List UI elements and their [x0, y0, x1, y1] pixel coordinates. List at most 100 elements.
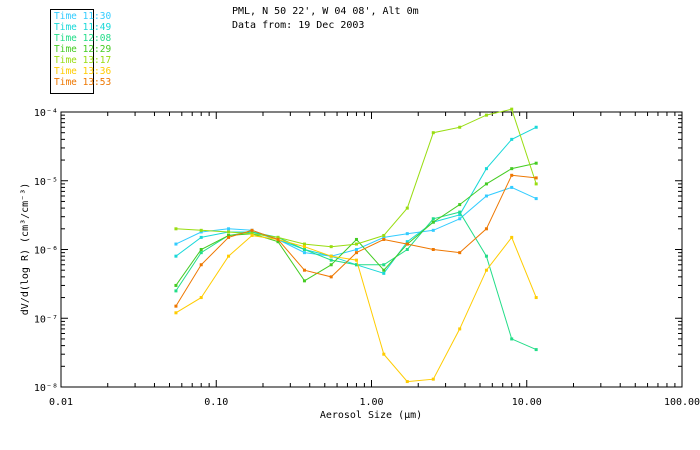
legend-item: Time 12:08 — [54, 33, 112, 44]
data-point — [484, 113, 488, 117]
data-point — [354, 242, 358, 246]
data-point — [302, 268, 306, 272]
data-point — [382, 237, 386, 241]
data-point — [510, 337, 514, 341]
data-point — [199, 228, 203, 232]
data-point — [199, 248, 203, 251]
legend-item: Time 13:17 — [54, 55, 112, 66]
data-point — [510, 173, 514, 177]
data-point — [382, 233, 386, 237]
data-point — [250, 232, 254, 236]
data-point — [174, 242, 178, 246]
data-point — [534, 176, 538, 180]
legend-item: Time 12:29 — [54, 44, 112, 55]
x-tick-label: 1.00 — [359, 397, 383, 408]
data-point — [227, 254, 231, 258]
chart-title: PML, N 50 22', W 04 08', Alt 0m — [232, 6, 419, 17]
data-point — [227, 227, 231, 231]
data-point — [431, 248, 435, 251]
data-point — [382, 263, 386, 267]
data-point — [199, 296, 203, 300]
data-point — [458, 125, 462, 129]
y-tick-label: 10⁻⁶ — [34, 246, 58, 257]
data-point — [199, 251, 203, 255]
data-point — [382, 271, 386, 275]
data-point — [431, 220, 435, 224]
data-point — [354, 258, 358, 262]
plot-frame — [60, 111, 683, 388]
series-line — [175, 162, 537, 286]
data-point — [405, 240, 409, 244]
data-point — [302, 242, 306, 246]
series-time-13-17 — [174, 107, 538, 249]
data-point — [302, 251, 306, 255]
series-line — [175, 186, 537, 257]
data-point — [431, 217, 435, 221]
data-point — [302, 245, 306, 249]
data-point — [199, 235, 203, 239]
chart-subtitle: Data from: 19 Dec 2003 — [232, 20, 365, 31]
series-time-12-08 — [174, 210, 538, 352]
data-point — [227, 233, 231, 237]
data-point — [405, 248, 409, 251]
data-point — [510, 107, 514, 111]
data-point — [534, 182, 538, 186]
data-point — [534, 161, 538, 165]
data-point — [431, 228, 435, 232]
series-layer — [174, 107, 538, 384]
y-tick-label: 10⁻⁵ — [34, 177, 58, 188]
data-point — [534, 197, 538, 201]
series-time-11-30 — [174, 185, 538, 258]
data-point — [534, 348, 538, 352]
data-point — [405, 232, 409, 236]
data-point — [431, 377, 435, 381]
data-point — [484, 182, 488, 186]
data-point — [484, 194, 488, 198]
data-point — [405, 380, 409, 384]
data-point — [354, 248, 358, 251]
series-time-13-36 — [174, 233, 538, 384]
series-time-13-53 — [174, 173, 538, 308]
data-point — [174, 311, 178, 315]
data-point — [534, 296, 538, 300]
x-tick-label: 0.01 — [49, 397, 73, 408]
legend — [50, 9, 94, 94]
data-point — [302, 248, 306, 251]
data-point — [250, 230, 254, 234]
data-point — [354, 263, 358, 267]
data-point — [510, 235, 514, 239]
data-point — [382, 235, 386, 239]
data-point — [458, 210, 462, 214]
data-point — [174, 254, 178, 258]
y-axis-label: dV/d(log R) (cm³/cm⁻³) — [20, 183, 31, 315]
data-point — [484, 254, 488, 258]
data-point — [354, 237, 358, 241]
data-point — [227, 235, 231, 239]
data-point — [302, 279, 306, 283]
data-point — [458, 217, 462, 221]
data-point — [458, 213, 462, 217]
legend-item: Time 11:30 — [54, 11, 112, 22]
data-point — [329, 263, 333, 267]
data-point — [174, 283, 178, 287]
data-point — [382, 352, 386, 356]
data-point — [484, 167, 488, 171]
data-point — [276, 240, 280, 244]
data-point — [405, 242, 409, 246]
x-tick-label: 10.00 — [512, 397, 542, 408]
y-tick-label: 10⁻⁸ — [34, 383, 58, 394]
data-point — [199, 230, 203, 234]
y-tick-label: 10⁻⁷ — [34, 314, 58, 325]
data-point — [199, 263, 203, 267]
data-point — [431, 131, 435, 135]
data-point — [227, 230, 231, 234]
x-axis-label: Aerosol Size (µm) — [320, 410, 422, 421]
data-point — [510, 137, 514, 141]
data-point — [276, 235, 280, 239]
data-point — [458, 327, 462, 331]
data-point — [510, 185, 514, 189]
data-point — [174, 289, 178, 293]
data-point — [329, 275, 333, 279]
data-point — [174, 304, 178, 308]
